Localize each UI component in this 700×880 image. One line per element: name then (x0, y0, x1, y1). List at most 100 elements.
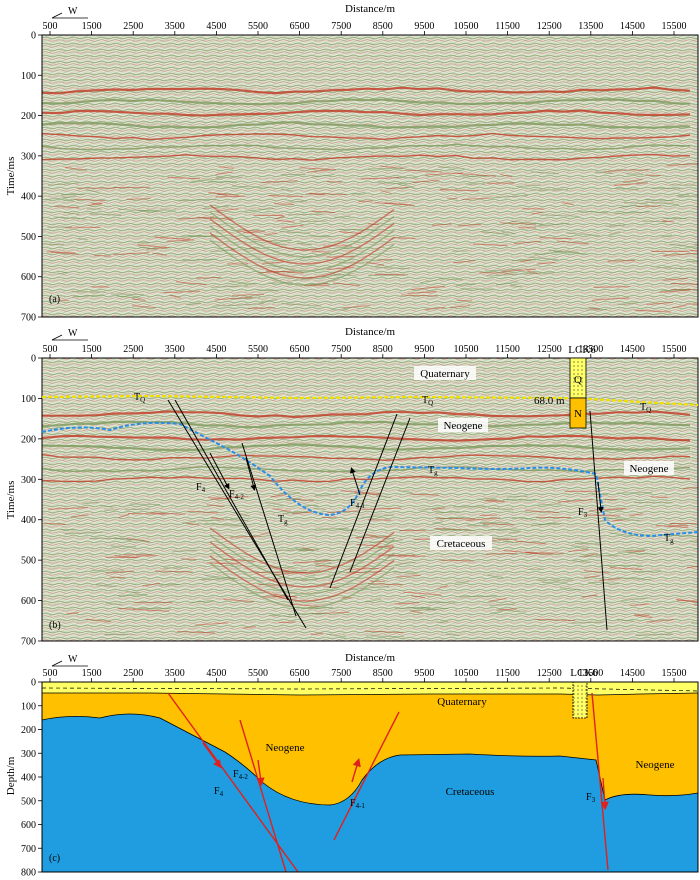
quaternary-label-b: Quaternary (420, 368, 470, 380)
reflectors-a (42, 86, 698, 313)
panel-c: LCK6 Quaternary Neogene Neogene Cretaceo… (5, 652, 699, 879)
x-tick-label: 12500 (537, 21, 562, 32)
x-tick-label: 8500 (373, 344, 393, 355)
axes-a: 500 1500 2500 3500 4500 5500 6500 7500 8500 9500 1… (21, 21, 687, 324)
x-axis-title-c: Distance/m (345, 652, 396, 664)
x-tick-label: 9500 (414, 21, 434, 32)
tg-label-2: Tg (428, 465, 438, 477)
fault-f4-2-line (241, 442, 297, 617)
x-tick-label: 9500 (414, 344, 434, 355)
x-tick-label: 15500 (662, 21, 687, 32)
x-tick-label: 6500 (290, 21, 310, 32)
fault-f4-label-b: F4 (196, 482, 206, 494)
y-axis-title-a: Time/ms (5, 157, 17, 196)
x-tick-label: 5500 (248, 21, 268, 32)
fault-f4-label-c: F4 (214, 786, 224, 798)
y-axis-title-b: Time/ms (5, 481, 17, 520)
tq-label-3: TQ (640, 402, 651, 414)
y-axis-title-c: Depth/m (5, 756, 17, 795)
x-tick-label: 500 (43, 344, 58, 355)
y-tick-label: 600 (21, 596, 36, 607)
fault-f3-label-c: F3 (586, 792, 596, 804)
tq-label-2: TQ (422, 395, 433, 407)
x-tick-label: 15500 (662, 344, 687, 355)
well-unit-q: Q (574, 374, 582, 386)
x-axis-title-a: Distance/m (345, 3, 396, 15)
x-tick-label: 2500 (123, 668, 143, 679)
direction-label-c: W (68, 654, 78, 665)
direction-arrow-icon (51, 12, 88, 19)
neogene-label-c-right: Neogene (635, 759, 674, 771)
cretaceous-label-c: Cretaceous (446, 786, 495, 798)
tg-label-3: Tg (664, 533, 674, 545)
tq-horizon (41, 394, 699, 407)
fault-f4-1-line-c (333, 711, 400, 841)
direction-arrow-icon (51, 660, 88, 667)
y-tick-label: 500 (21, 556, 36, 567)
x-tick-label: 13500 (578, 21, 603, 32)
x-tick-label: 5500 (248, 668, 268, 679)
x-tick-label: 14500 (620, 668, 645, 679)
y-tick-label: 400 (21, 515, 36, 526)
y-tick-label: 200 (21, 725, 36, 736)
x-axis-title-b: Distance/m (345, 326, 396, 338)
x-tick-label: 1500 (82, 344, 102, 355)
y-tick-label: 200 (21, 111, 36, 122)
fault-f4-arrow-c-icon (202, 742, 222, 769)
y-tick-label: 400 (21, 773, 36, 784)
fault-f4-2-arrow-c-icon (256, 759, 265, 787)
x-tick-label: 5500 (248, 344, 268, 355)
x-tick-label: 7500 (331, 344, 351, 355)
x-tick-label: 2500 (123, 344, 143, 355)
x-tick-label: 11500 (495, 344, 520, 355)
panel-label-c: (c) (49, 853, 60, 864)
neogene-label-b-right: Neogene (629, 463, 668, 475)
y-tick-label: 700 (21, 637, 36, 648)
x-tick-label: 11500 (495, 21, 520, 32)
x-tick-label: 14500 (620, 21, 645, 32)
x-tick-label: 10500 (454, 344, 479, 355)
y-tick-label: 700 (21, 313, 36, 324)
fault-f4-line-b (174, 399, 289, 601)
fault-f4-line (167, 399, 307, 629)
well-column-c (572, 681, 588, 719)
x-tick-label: 8500 (373, 21, 393, 32)
x-tick-label: 13500 (578, 668, 603, 679)
x-tick-label: 3500 (165, 21, 185, 32)
tq-label-1: TQ (134, 392, 145, 404)
well-neogene-unit (569, 397, 587, 429)
panel-b: 500 1500 2500 3500 4500 5500 6500 7500 8500 9500 1… (5, 326, 699, 648)
x-tick-label: 1500 (82, 21, 102, 32)
tg-label-1: Tg (278, 514, 288, 526)
x-tick-label: 10500 (454, 21, 479, 32)
y-tick-label: 500 (21, 796, 36, 807)
x-tick-label: 9500 (414, 668, 434, 679)
axes-b: 500 1500 2500 3500 4500 5500 6500 7500 8500 9500 1… (21, 344, 687, 648)
axes-c: 500 1500 2500 3500 4500 5500 6500 7500 8500 9500 1… (21, 668, 687, 879)
fault-f3-arrow-icon (597, 481, 604, 513)
y-tick-label: 500 (21, 232, 36, 243)
x-tick-label: 11500 (495, 668, 520, 679)
x-tick-label: 13500 (578, 344, 603, 355)
x-tick-label: 1500 (82, 668, 102, 679)
well-unit-n: N (574, 408, 582, 420)
fault-f4-1-arrow-c-icon (351, 757, 361, 783)
x-tick-label: 6500 (290, 668, 310, 679)
direction-arrow-icon (51, 334, 88, 341)
x-tick-label: 7500 (331, 668, 351, 679)
y-tick-label: 300 (21, 475, 36, 486)
fault-f3-arrow-c-icon (600, 777, 609, 811)
y-tick-label: 200 (21, 434, 36, 445)
panel-label-a: (a) (49, 294, 60, 305)
x-tick-label: 15500 (662, 668, 687, 679)
fault-f4-arrow-icon (209, 452, 230, 490)
y-tick-label: 100 (21, 394, 36, 405)
fault-f4-1-line-b (349, 417, 411, 573)
fault-f3-line (589, 410, 608, 631)
neogene-label-c-left: Neogene (265, 742, 304, 754)
tg-horizon (41, 421, 699, 538)
faults-c (167, 692, 609, 873)
x-tick-label: 10500 (454, 668, 479, 679)
quaternary-label-c: Quaternary (437, 696, 487, 708)
